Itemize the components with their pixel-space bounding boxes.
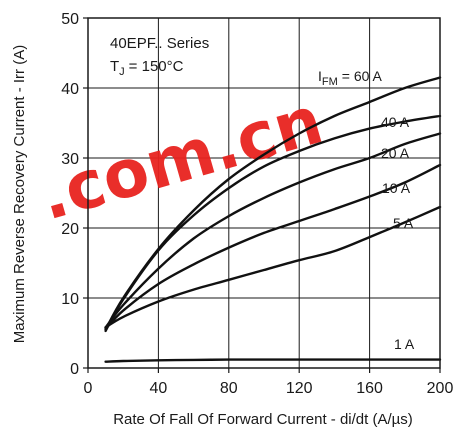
x-tick-label: 160 [356, 380, 383, 397]
tick-labels: 0 40 80 120 160 200 0 10 20 30 40 50 [61, 11, 453, 397]
x-tick-label: 80 [220, 380, 238, 397]
series-line-10a [104, 163, 442, 330]
curve-label-40a: 40 A [381, 114, 410, 130]
x-tick-label: 40 [150, 380, 168, 397]
ifm-60a-label: IFM = 60 A [318, 68, 383, 88]
series-line-40a [104, 114, 442, 333]
curve-label-20a: 20 A [381, 145, 410, 161]
series-lines [104, 76, 442, 363]
series-line-5a [104, 205, 442, 329]
x-axis-title: Rate Of Fall Of Forward Current - di/dt … [113, 411, 413, 428]
temperature-value: = 150°C [129, 58, 184, 75]
temperature-subscript: J [119, 66, 125, 78]
x-tick-label: 120 [286, 380, 313, 397]
y-tick-label: 50 [61, 11, 79, 28]
y-tick-label: 0 [70, 361, 79, 378]
series-line-1a [104, 358, 442, 363]
temperature-annotation: TJ = 150°C [110, 58, 184, 78]
grid-lines [88, 18, 440, 368]
temperature-symbol: T [110, 58, 119, 75]
ifm-subscript: FM [322, 76, 338, 88]
y-tick-label: 30 [61, 151, 79, 168]
ifm-60a-value: = 60 A [342, 68, 383, 84]
curve-label-10a: 10 A [382, 180, 411, 196]
plot-frame [87, 17, 441, 369]
x-tick-label: 0 [84, 380, 93, 397]
curve-label-5a: 5 A [393, 215, 414, 231]
y-axis-title: Maximum Reverse Recovery Current - Irr (… [11, 45, 28, 343]
y-tick-label: 20 [61, 221, 79, 238]
axis-ticks [83, 17, 441, 373]
series-line-20a [104, 132, 442, 329]
ifm-symbol: I [318, 68, 322, 84]
x-tick-label: 200 [427, 380, 454, 397]
series-annotation: 40EPF.. Series [110, 35, 209, 52]
y-tick-label: 40 [61, 81, 79, 98]
curve-label-1a: 1 A [394, 336, 415, 352]
y-tick-label: 10 [61, 291, 79, 308]
